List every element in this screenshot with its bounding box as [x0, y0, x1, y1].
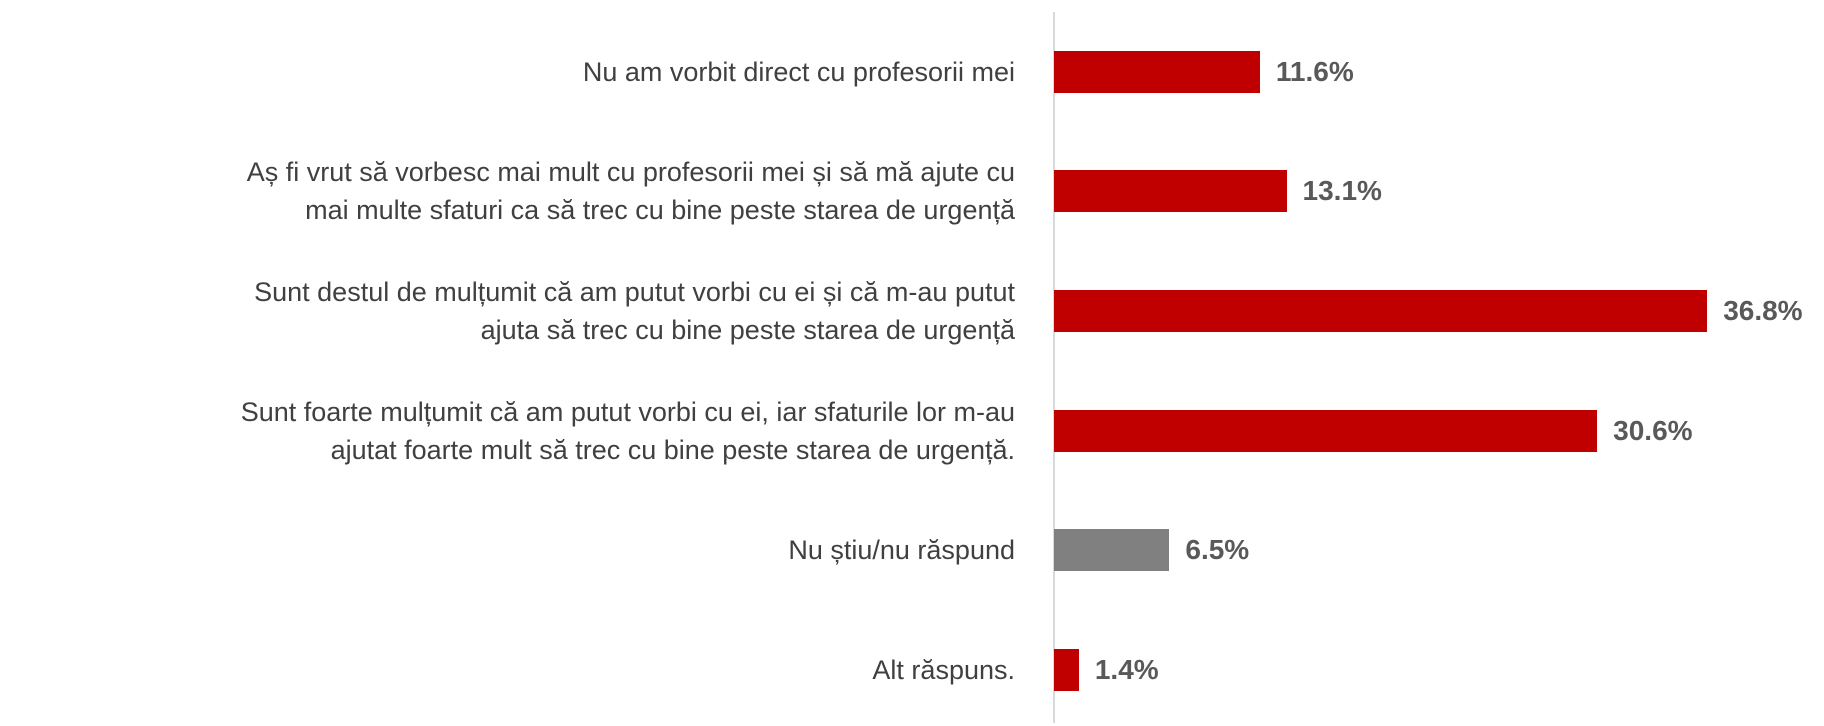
- category-label: Sunt destul de mulțumit că am putut vorb…: [254, 277, 1015, 345]
- value-label: 13.1%: [1302, 175, 1382, 207]
- category-label: Aș fi vrut să vorbesc mai mult cu profes…: [246, 157, 1015, 226]
- value-label: 1.4%: [1094, 653, 1159, 685]
- category-label: Alt răspuns.: [872, 654, 1015, 685]
- category-label: Sunt foarte mulțumit că am putut vorbi c…: [240, 396, 1015, 465]
- category-label: Nu am vorbit direct cu profesorii mei: [582, 56, 1015, 87]
- category-label: Nu știu/nu răspund: [788, 535, 1015, 566]
- axis-line: [1053, 12, 1055, 723]
- bar: [1054, 290, 1708, 332]
- value-label: 36.8%: [1723, 295, 1803, 326]
- bar: [1054, 529, 1170, 572]
- value-label: 30.6%: [1613, 414, 1693, 446]
- value-label: 6.5%: [1185, 534, 1250, 566]
- value-label: 11.6%: [1275, 55, 1354, 87]
- bar: [1054, 170, 1287, 213]
- bar: [1054, 648, 1079, 691]
- bar: [1054, 409, 1598, 452]
- bar: [1054, 50, 1260, 93]
